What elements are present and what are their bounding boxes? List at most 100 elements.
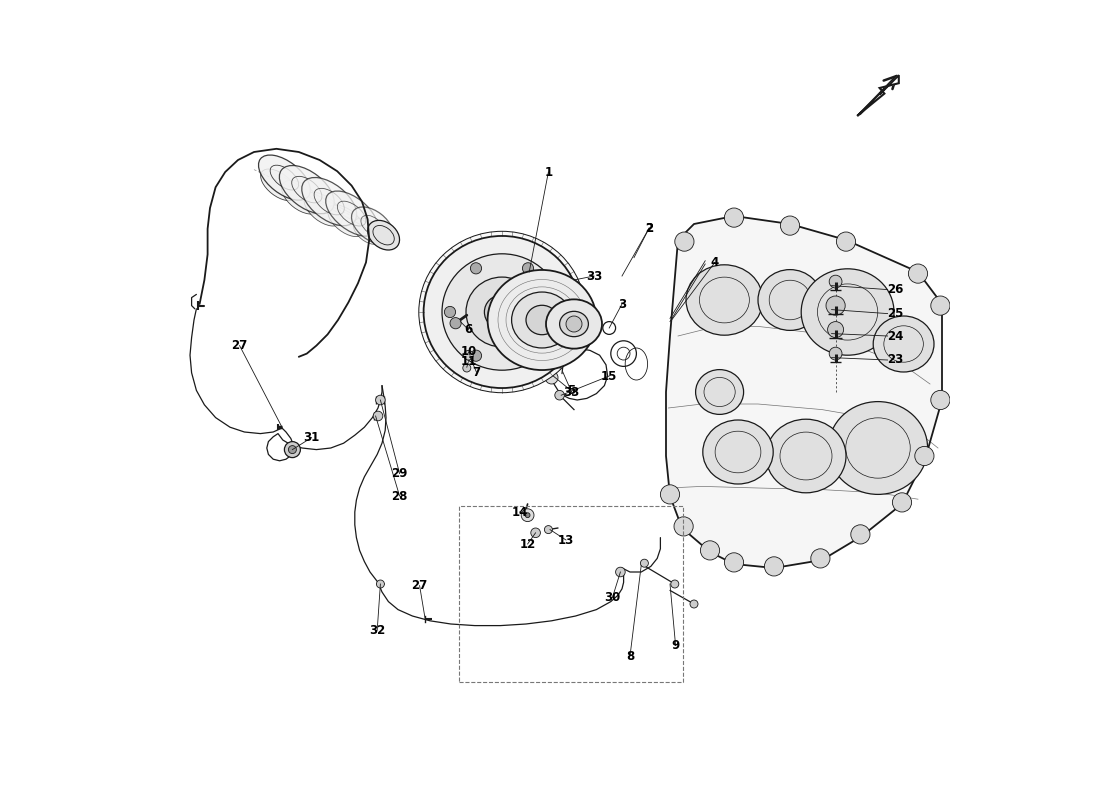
- Circle shape: [701, 541, 719, 560]
- Circle shape: [674, 232, 694, 251]
- Circle shape: [892, 493, 912, 512]
- Text: 25: 25: [888, 307, 904, 320]
- Circle shape: [764, 557, 783, 576]
- Text: 27: 27: [231, 339, 248, 352]
- Circle shape: [674, 517, 693, 536]
- Text: 10: 10: [460, 346, 476, 358]
- Circle shape: [931, 296, 950, 315]
- Text: 27: 27: [411, 579, 428, 592]
- Ellipse shape: [512, 292, 572, 348]
- Text: 2: 2: [645, 222, 653, 234]
- Text: 31: 31: [304, 431, 320, 444]
- Ellipse shape: [466, 277, 538, 347]
- Ellipse shape: [828, 402, 927, 494]
- Ellipse shape: [703, 420, 773, 484]
- Circle shape: [376, 580, 384, 588]
- Ellipse shape: [353, 218, 383, 244]
- Text: 15: 15: [601, 370, 617, 382]
- Circle shape: [525, 513, 530, 518]
- Circle shape: [780, 216, 800, 235]
- Text: 7: 7: [472, 366, 481, 378]
- Circle shape: [471, 262, 482, 274]
- Ellipse shape: [326, 191, 377, 236]
- Circle shape: [544, 526, 552, 534]
- Ellipse shape: [487, 270, 596, 370]
- Circle shape: [444, 306, 455, 318]
- Circle shape: [522, 262, 534, 274]
- Circle shape: [829, 275, 842, 288]
- Circle shape: [373, 411, 383, 421]
- Circle shape: [725, 553, 744, 572]
- Text: 4: 4: [711, 256, 719, 269]
- Text: 29: 29: [392, 467, 408, 480]
- Circle shape: [836, 232, 856, 251]
- Circle shape: [471, 350, 482, 362]
- Polygon shape: [858, 75, 899, 115]
- Ellipse shape: [873, 316, 934, 372]
- Circle shape: [660, 485, 680, 504]
- Circle shape: [826, 296, 845, 315]
- Circle shape: [827, 322, 844, 338]
- Circle shape: [850, 525, 870, 544]
- Ellipse shape: [419, 231, 585, 393]
- Circle shape: [725, 208, 744, 227]
- Text: 9: 9: [671, 639, 680, 652]
- Text: 30: 30: [604, 591, 620, 604]
- Ellipse shape: [766, 419, 846, 493]
- Bar: [459, 506, 683, 682]
- Text: 23: 23: [888, 354, 904, 366]
- Text: 26: 26: [888, 283, 904, 296]
- Text: 13: 13: [558, 534, 574, 546]
- Ellipse shape: [279, 166, 334, 214]
- Text: 28: 28: [392, 490, 408, 502]
- Circle shape: [671, 580, 679, 588]
- Ellipse shape: [442, 254, 562, 370]
- Circle shape: [931, 390, 950, 410]
- Text: 32: 32: [370, 624, 385, 637]
- Ellipse shape: [686, 265, 762, 335]
- Circle shape: [531, 528, 540, 538]
- Ellipse shape: [560, 311, 588, 337]
- Circle shape: [549, 306, 560, 318]
- Ellipse shape: [261, 169, 297, 201]
- Circle shape: [640, 559, 648, 567]
- Circle shape: [811, 549, 830, 568]
- Ellipse shape: [695, 370, 744, 414]
- Ellipse shape: [258, 155, 310, 200]
- Text: 3: 3: [618, 298, 626, 310]
- Circle shape: [616, 567, 625, 577]
- Circle shape: [690, 600, 698, 608]
- Circle shape: [566, 316, 582, 332]
- Circle shape: [463, 350, 473, 360]
- Circle shape: [375, 395, 385, 405]
- Circle shape: [450, 318, 461, 329]
- Text: 14: 14: [512, 506, 528, 518]
- Circle shape: [288, 446, 296, 454]
- Text: 6: 6: [464, 323, 473, 336]
- Ellipse shape: [367, 220, 399, 250]
- Text: 1: 1: [544, 166, 552, 178]
- Text: 11: 11: [460, 355, 476, 368]
- Ellipse shape: [301, 178, 356, 226]
- Ellipse shape: [546, 299, 602, 349]
- Text: 12: 12: [519, 538, 536, 550]
- Circle shape: [463, 364, 471, 372]
- Ellipse shape: [304, 192, 342, 226]
- Text: 33: 33: [586, 270, 602, 282]
- Text: 2: 2: [645, 222, 653, 234]
- Text: 33: 33: [563, 386, 580, 398]
- Circle shape: [522, 350, 534, 362]
- Ellipse shape: [801, 269, 894, 355]
- Text: 5: 5: [566, 384, 575, 397]
- Circle shape: [554, 390, 564, 400]
- Ellipse shape: [352, 207, 394, 244]
- Text: 24: 24: [888, 330, 904, 342]
- Ellipse shape: [424, 236, 581, 388]
- Polygon shape: [666, 216, 942, 568]
- Ellipse shape: [758, 270, 822, 330]
- Ellipse shape: [526, 306, 558, 334]
- Text: 8: 8: [626, 650, 634, 662]
- Circle shape: [909, 264, 927, 283]
- Ellipse shape: [484, 295, 519, 329]
- Ellipse shape: [282, 180, 320, 214]
